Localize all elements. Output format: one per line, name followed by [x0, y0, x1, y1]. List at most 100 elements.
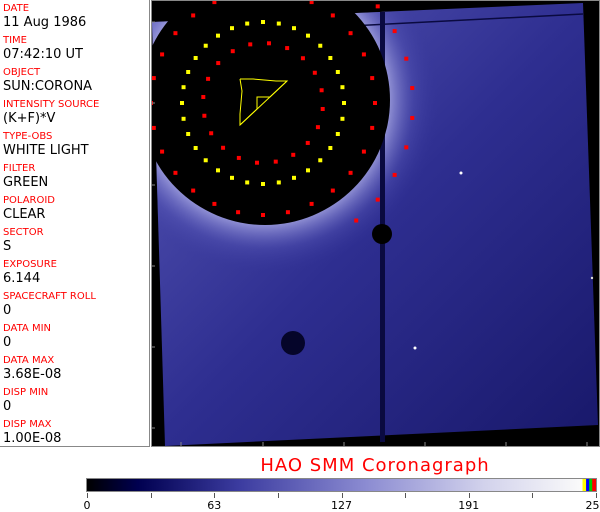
red-marker — [212, 0, 217, 5]
red-marker — [160, 52, 165, 57]
yellow-marker — [215, 168, 220, 173]
red-marker — [330, 13, 335, 18]
yellow-marker — [181, 85, 186, 90]
red-marker — [261, 213, 265, 217]
yellow-marker — [186, 70, 191, 75]
red-marker — [266, 41, 271, 46]
red-marker — [206, 76, 211, 81]
field-label: OBJECT — [3, 67, 41, 78]
red-marker — [309, 0, 314, 5]
metadata-field: DATA MIN 0 — [3, 323, 51, 350]
red-cross-marker — [392, 29, 397, 34]
colorbar-tick — [405, 493, 407, 498]
red-marker — [373, 101, 377, 105]
red-cross-marker — [404, 56, 409, 61]
yellow-marker — [193, 146, 198, 151]
field-value: (K+F)*V — [3, 111, 56, 126]
metadata-field: SECTOR S — [3, 227, 44, 254]
field-label: POLAROID — [3, 195, 56, 206]
yellow-marker — [261, 20, 265, 24]
yellow-marker — [291, 26, 296, 31]
field-label: DATA MAX — [3, 355, 55, 366]
red-marker — [255, 160, 260, 165]
field-value: WHITE LIGHT — [3, 143, 89, 158]
field-value: 1.00E-08 — [3, 431, 62, 446]
star — [459, 171, 463, 175]
red-marker — [361, 52, 366, 57]
yellow-marker — [276, 21, 281, 26]
red-marker — [309, 201, 314, 206]
yellow-marker — [318, 43, 323, 48]
dark-spot — [281, 331, 305, 355]
field-label: EXPOSURE — [3, 259, 58, 270]
field-value: 07:42:10 UT — [3, 47, 83, 62]
red-cross-marker — [375, 197, 380, 202]
red-marker — [236, 155, 241, 160]
red-cross-marker — [404, 145, 409, 150]
yellow-marker — [203, 158, 208, 163]
yellow-marker — [335, 131, 340, 136]
field-label: DISP MAX — [3, 419, 52, 430]
red-marker — [191, 188, 196, 193]
red-marker — [300, 56, 305, 61]
red-marker — [312, 70, 317, 75]
field-value: CLEAR — [3, 207, 46, 222]
field-label: SPACECRAFT ROLL — [3, 291, 96, 302]
yellow-marker — [335, 70, 340, 75]
red-marker — [236, 210, 241, 215]
colorbar-tick — [532, 493, 534, 498]
field-label: FILTER — [3, 163, 36, 174]
red-marker — [273, 159, 278, 164]
field-label: INTENSITY SOURCE — [3, 99, 100, 110]
yellow-marker — [328, 55, 333, 60]
red-cross-marker — [354, 218, 359, 223]
colorbar-label: 63 — [207, 499, 222, 512]
scan-line — [349, 13, 584, 27]
red-marker — [361, 149, 366, 154]
red-marker — [202, 113, 207, 118]
red-marker — [291, 152, 296, 157]
yellow-marker — [181, 116, 186, 121]
field-value: 3.68E-08 — [3, 367, 62, 382]
instrument-title: HAO SMM Coronagraph — [260, 455, 490, 476]
red-marker — [370, 76, 375, 81]
field-value: GREEN — [3, 175, 49, 190]
colorbar-tick — [150, 493, 152, 498]
colorbar — [86, 478, 597, 492]
red-marker — [230, 49, 235, 54]
sector-outline — [239, 78, 289, 127]
yellow-marker — [306, 168, 311, 173]
coronagraph-image[interactable] — [151, 0, 600, 447]
sector-outline-inner — [239, 80, 288, 126]
red-marker — [173, 31, 178, 36]
red-marker — [320, 106, 325, 111]
red-marker — [305, 140, 310, 145]
red-cross-marker — [375, 4, 380, 9]
red-marker — [285, 46, 290, 51]
red-marker — [212, 201, 217, 206]
yellow-marker — [261, 182, 265, 186]
red-marker — [216, 61, 221, 66]
red-marker — [370, 125, 375, 130]
yellow-marker — [180, 101, 184, 105]
metadata-field: DATE 11 Aug 1986 — [3, 3, 86, 30]
red-marker — [201, 95, 206, 100]
red-marker — [191, 13, 196, 18]
yellow-marker — [318, 158, 323, 163]
metadata-field: SPACECRAFT ROLL 0 — [3, 291, 96, 318]
colorbar-tick — [277, 493, 279, 498]
field-label: DISP MIN — [3, 387, 49, 398]
yellow-marker — [291, 175, 296, 180]
metadata-field: FILTER GREEN — [3, 163, 48, 190]
metadata-field: TYPE-OBS WHITE LIGHT — [3, 131, 89, 158]
field-value: 11 Aug 1986 — [3, 15, 87, 30]
yellow-marker — [276, 180, 281, 185]
red-marker — [209, 131, 214, 136]
field-label: SECTOR — [3, 227, 44, 238]
field-label: DATE — [3, 3, 30, 14]
field-value: 0 — [3, 335, 12, 350]
colorbar-label: 127 — [331, 499, 352, 512]
yellow-marker — [203, 43, 208, 48]
colorbar-tick — [468, 493, 470, 498]
